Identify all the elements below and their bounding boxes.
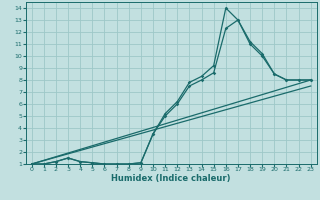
X-axis label: Humidex (Indice chaleur): Humidex (Indice chaleur)	[111, 174, 231, 183]
